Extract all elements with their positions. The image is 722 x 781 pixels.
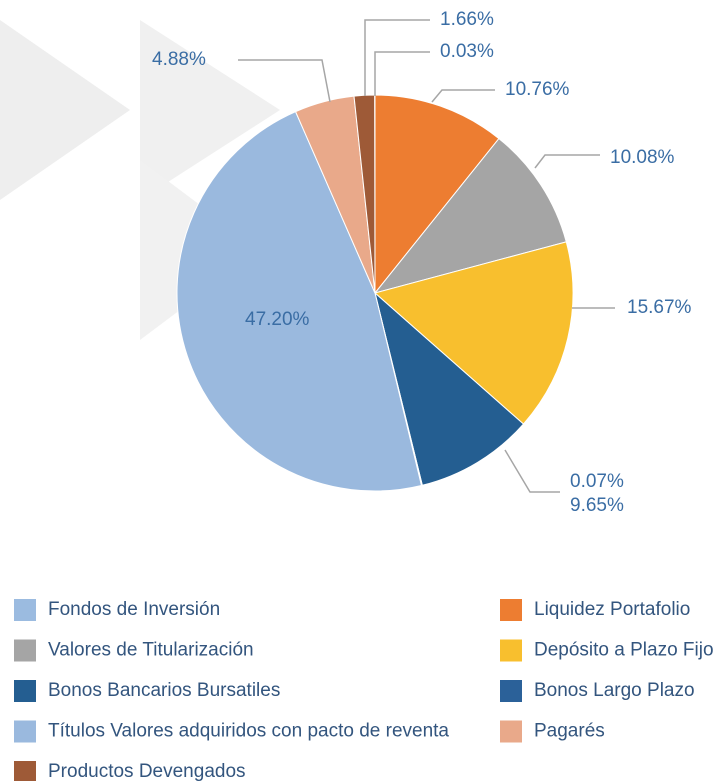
legend-swatch xyxy=(14,720,36,743)
legend-label: Fondos de Inversión xyxy=(48,599,220,620)
leader-line xyxy=(364,19,430,96)
legend-label: Valores de Titularización xyxy=(48,640,254,661)
legend-swatch xyxy=(500,720,522,743)
legend-swatch xyxy=(500,599,522,621)
legend-label: Pagarés xyxy=(534,721,605,742)
data-label: 4.88% xyxy=(152,49,206,70)
legend-label: Depósito a Plazo Fijo xyxy=(534,640,714,661)
legend-label: Títulos Valores adquiridos con pacto de … xyxy=(48,721,449,742)
data-label: 0.03% xyxy=(440,41,494,62)
data-label: 15.67% xyxy=(627,297,692,318)
legend-label: Productos Devengados xyxy=(48,761,246,781)
legend-swatch xyxy=(500,680,522,702)
data-label: 0.07% xyxy=(570,471,624,492)
pie-slice xyxy=(374,94,500,295)
legend-swatch xyxy=(14,599,36,621)
watermark xyxy=(140,20,280,200)
data-label: 9.65% xyxy=(570,495,624,516)
pie-slice xyxy=(374,291,525,486)
leader-line xyxy=(431,89,495,103)
data-label: 10.76% xyxy=(505,79,570,100)
legend-swatch xyxy=(500,639,522,662)
legend-swatch xyxy=(14,761,36,781)
data-label: 47.20% xyxy=(245,309,310,330)
legend-swatch xyxy=(14,680,36,702)
watermark xyxy=(0,20,130,200)
legend-label: Bonos Bancarios Bursatiles xyxy=(48,680,280,701)
leader-line xyxy=(238,59,331,103)
legend-label: Bonos Largo Plazo xyxy=(534,680,695,701)
legend-swatch xyxy=(14,639,36,662)
leader-line xyxy=(534,154,600,169)
leader-line xyxy=(504,449,560,493)
pie-slice xyxy=(176,110,423,492)
data-label: 10.08% xyxy=(610,147,675,168)
legend-label: Liquidez Portafolio xyxy=(534,599,690,620)
leader-line xyxy=(374,51,430,96)
pie-slice xyxy=(373,241,574,425)
data-label: 1.66% xyxy=(440,9,494,30)
